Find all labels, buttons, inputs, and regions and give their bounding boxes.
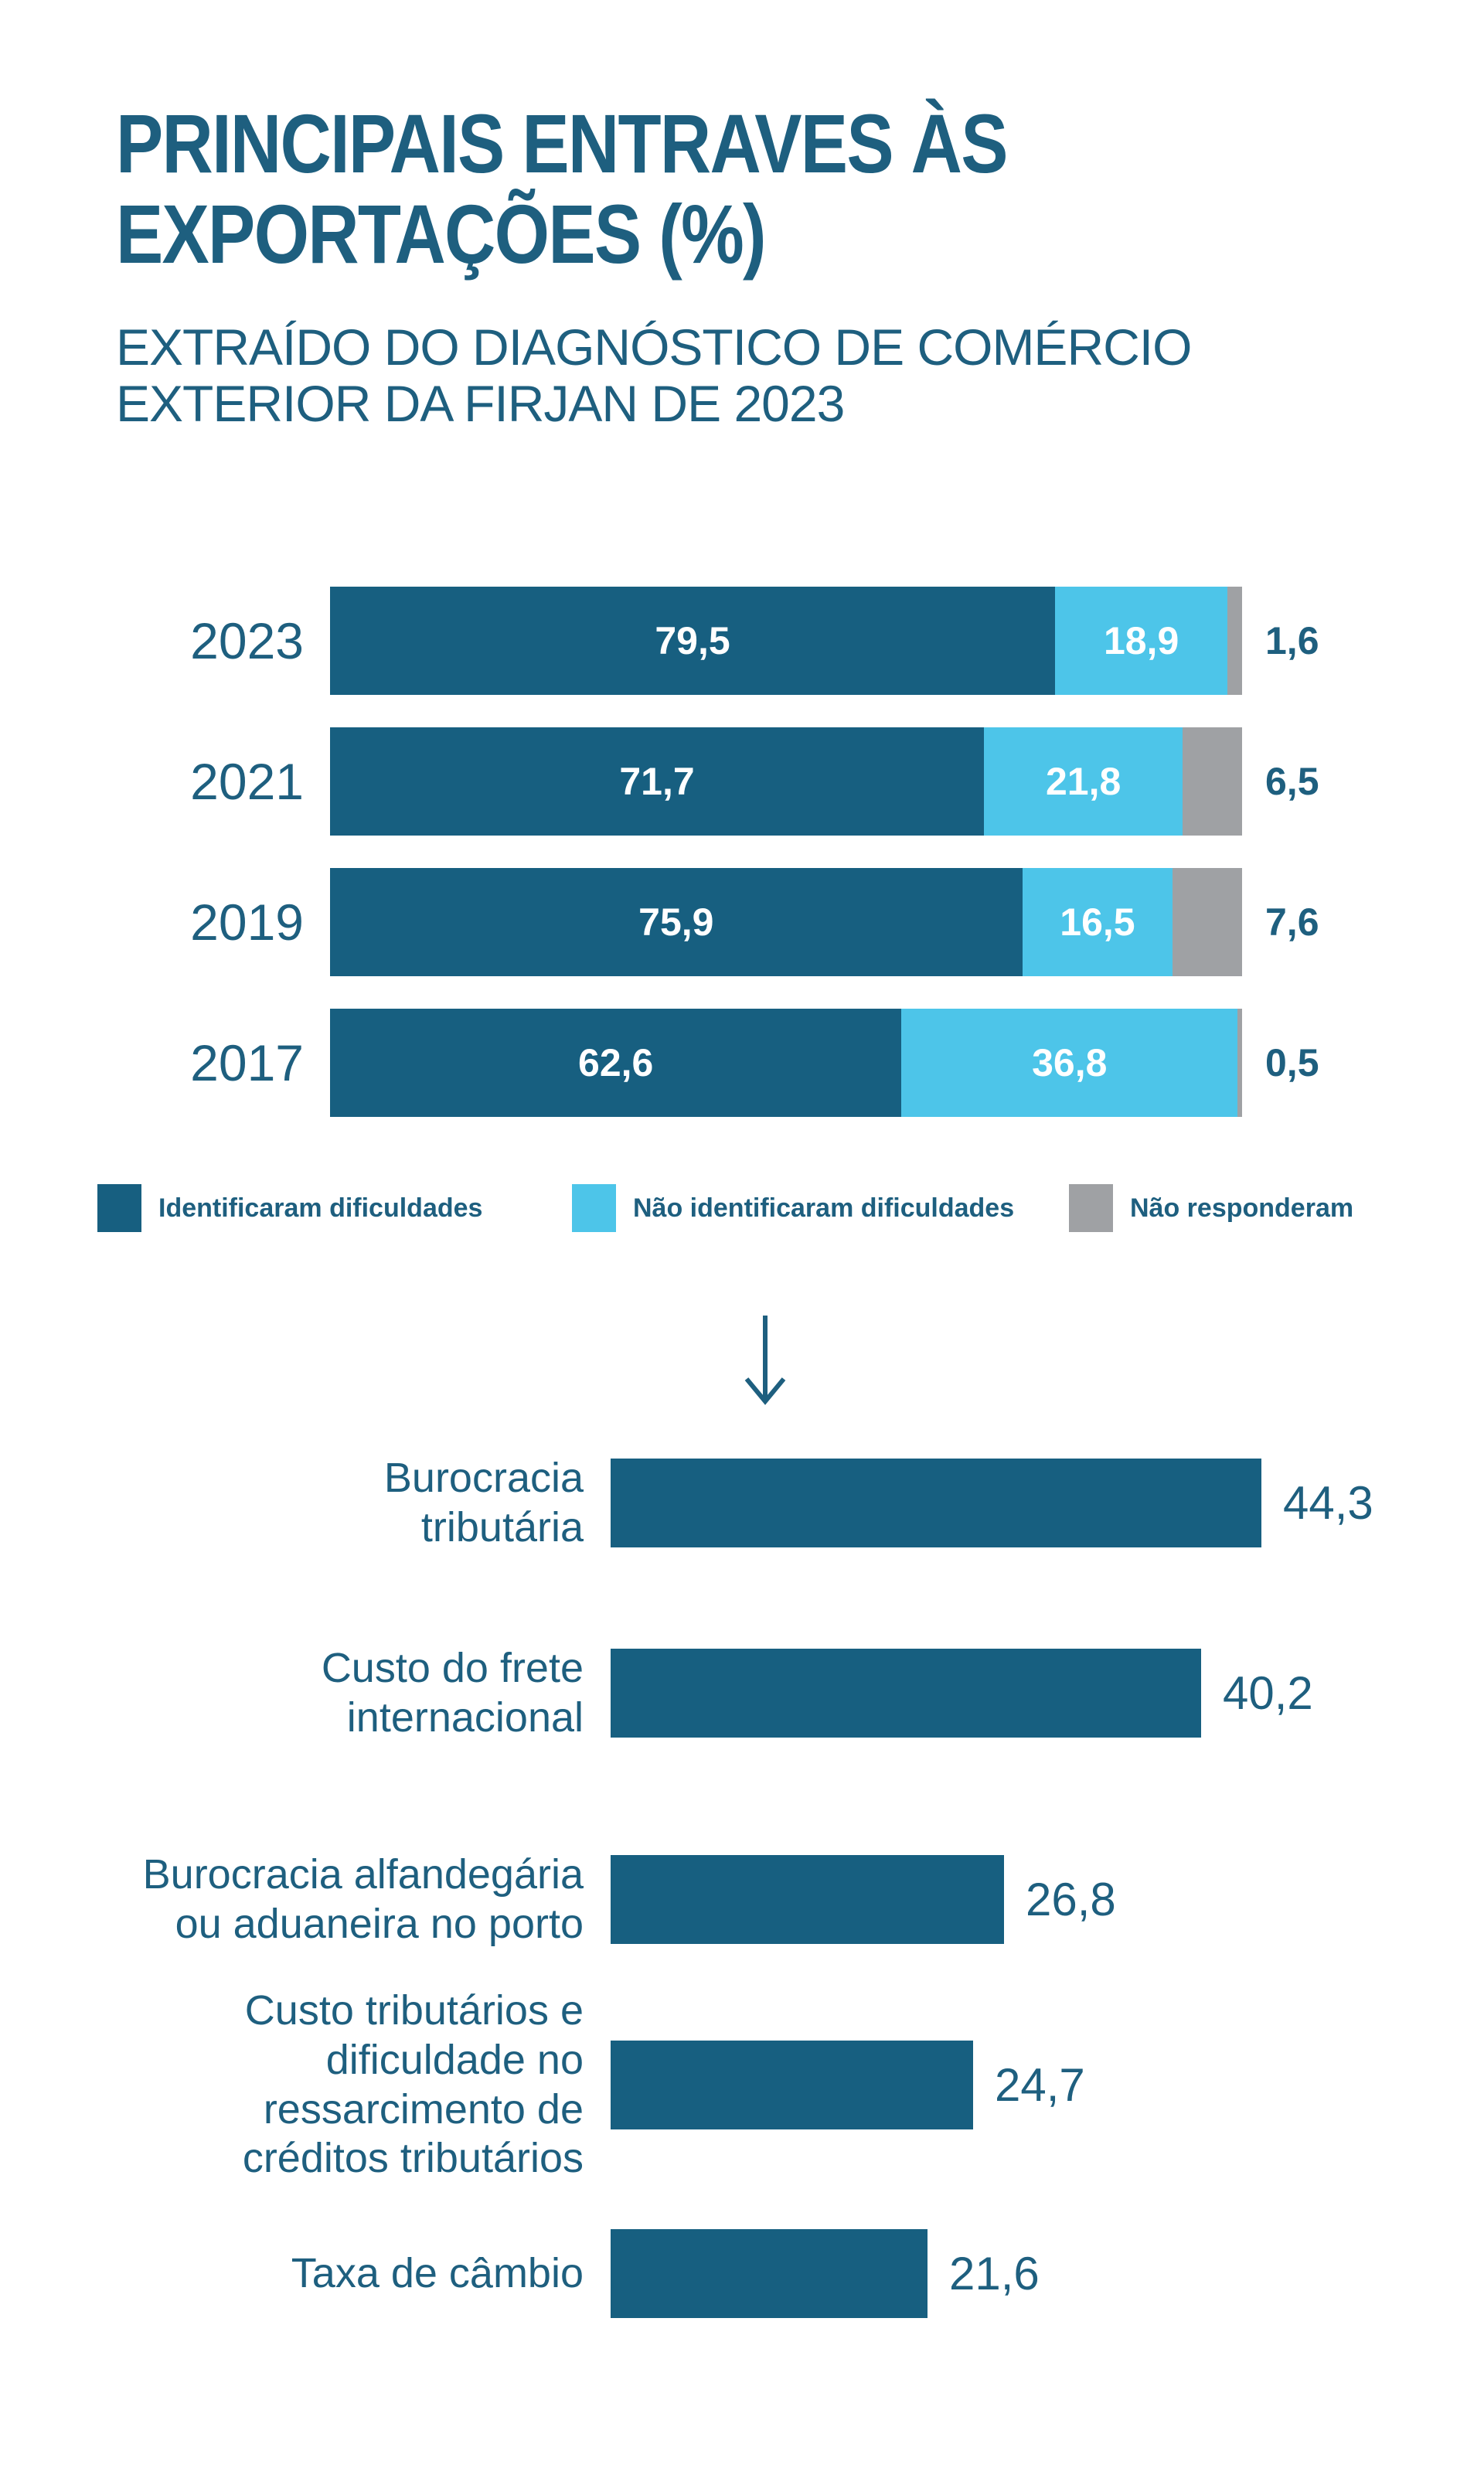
legend-swatch-nao-identificaram-dificuldades (572, 1184, 616, 1232)
category-label: Burocracia tributária (383, 1454, 584, 1551)
stacked-bar-row: 2023 79,5 18,9 1,6 (0, 587, 1484, 695)
bar-segment-nao-identificaram-dificuldades: 16,5 (1022, 868, 1173, 976)
category-label-year: 2023 (190, 612, 304, 669)
legend-label-nao-identificaram-dificuldades: Não identificaram dificuldades (633, 1193, 1015, 1223)
legend-item-nao-responderam: Não responderam (1069, 1184, 1353, 1232)
value-label: 44,3 (1283, 1477, 1373, 1529)
bar-segment-nao-responderam (1183, 727, 1242, 836)
category-label: Custo tributários e dificuldade no ressa… (242, 1987, 584, 2182)
bar (611, 1649, 1201, 1738)
legend-label-identificaram-dificuldades: Identificaram dificuldades (158, 1193, 483, 1223)
stacked-bar-track: 71,7 21,8 (330, 727, 1242, 836)
bar (611, 2229, 928, 2318)
segment-value-label: 21,8 (1046, 760, 1122, 803)
bar-row: Burocracia tributária 44,3 (0, 1455, 1373, 1551)
category-label-year: 2021 (190, 753, 304, 810)
segment-value-label: 71,7 (619, 760, 695, 803)
value-label: 21,6 (949, 2248, 1040, 2299)
segment-value-label: 36,8 (1032, 1041, 1108, 1084)
bar-segment-nao-responderam (1173, 868, 1242, 976)
segment-value-label: 16,5 (1060, 900, 1135, 944)
bar-segment-nao-identificaram-dificuldades: 36,8 (901, 1009, 1238, 1117)
segment-value-label: 18,9 (1103, 619, 1179, 662)
page-title-line1: PRINCIPAIS ENTRAVES ÀS (116, 97, 1008, 190)
arrow-down-icon (740, 1314, 790, 1405)
category-label-year: 2019 (190, 894, 304, 951)
stacked-bar-chart: 2023 79,5 18,9 1,6 2021 71,7 21,8 6,5 2019 75,9 16… (0, 587, 1484, 1149)
bar-segment-nao-identificaram-dificuldades: 18,9 (1055, 587, 1228, 695)
page-subtitle-line2: EXTERIOR DA FIRJAN DE 2023 (116, 374, 845, 432)
bar-segment-nao-responderam (1227, 587, 1242, 695)
bar (611, 1855, 1004, 1944)
bar-segment-identificaram-dificuldades: 71,7 (330, 727, 985, 836)
stacked-bar-track: 62,6 36,8 (330, 1009, 1242, 1117)
stacked-bar-track: 75,9 16,5 (330, 868, 1242, 976)
stacked-bar-row: 2021 71,7 21,8 6,5 (0, 727, 1484, 836)
page-title-line2: EXPORTAÇÕES (%) (116, 186, 767, 281)
remainder-value-label: 6,5 (1265, 760, 1319, 803)
header: PRINCIPAIS ENTRAVES ÀS EXPORTAÇÕES (%) E… (116, 97, 1192, 432)
bar-segment-identificaram-dificuldades: 62,6 (330, 1009, 902, 1117)
legend-label-nao-responderam: Não responderam (1130, 1193, 1354, 1223)
page-subtitle-line1: EXTRAÍDO DO DIAGNÓSTICO DE COMÉRCIO (116, 318, 1192, 376)
bar-row: Burocracia alfandegária ou aduaneira no … (0, 1851, 1116, 1947)
legend-swatch-identificaram-dificuldades (97, 1184, 141, 1232)
value-label: 40,2 (1223, 1667, 1313, 1719)
category-label: Burocracia alfandegária ou aduaneira no … (142, 1850, 584, 1947)
remainder-value-label: 7,6 (1265, 900, 1319, 944)
stacked-bar-row: 2017 62,6 36,8 0,5 (0, 1009, 1484, 1117)
value-label: 26,8 (1026, 1874, 1116, 1925)
bar-row: Custo do frete internacional 40,2 (0, 1645, 1313, 1741)
legend-swatch-nao-responderam (1069, 1184, 1113, 1232)
bar-row: Custo tributários e dificuldade no ressa… (0, 1987, 1085, 2181)
remainder-value-label: 0,5 (1265, 1041, 1319, 1084)
remainder-value-label: 1,6 (1265, 619, 1319, 662)
horizontal-bar-chart: Burocracia tributária 44,3 Custo do frete … (0, 1455, 1484, 2371)
category-label: Taxa de câmbio (291, 2249, 584, 2296)
bar (611, 2041, 973, 2129)
segment-value-label: 62,6 (578, 1041, 654, 1084)
bar-segment-identificaram-dificuldades: 75,9 (330, 868, 1023, 976)
segment-value-label: 75,9 (638, 900, 714, 944)
category-label-year: 2017 (190, 1034, 304, 1091)
bar-segment-nao-identificaram-dificuldades: 21,8 (984, 727, 1183, 836)
category-label: Custo do frete internacional (321, 1644, 584, 1741)
legend-item-identificaram-dificuldades: Identificaram dificuldades (97, 1184, 482, 1232)
stacked-bar-row: 2019 75,9 16,5 7,6 (0, 868, 1484, 976)
value-label: 24,7 (995, 2059, 1085, 2111)
bar (611, 1459, 1261, 1547)
bar-segment-nao-responderam (1237, 1009, 1242, 1117)
page-title: PRINCIPAIS ENTRAVES ÀS EXPORTAÇÕES (%) (116, 97, 1030, 281)
bar-row: Taxa de câmbio 21,6 (0, 2229, 1040, 2318)
page-subtitle: EXTRAÍDO DO DIAGNÓSTICO DE COMÉRCIO EXTE… (116, 318, 1192, 432)
bar-segment-identificaram-dificuldades: 79,5 (330, 587, 1056, 695)
stacked-bar-track: 79,5 18,9 (330, 587, 1242, 695)
segment-value-label: 79,5 (655, 619, 730, 662)
legend-item-nao-identificaram-dificuldades: Não identificaram dificuldades (572, 1184, 1014, 1232)
